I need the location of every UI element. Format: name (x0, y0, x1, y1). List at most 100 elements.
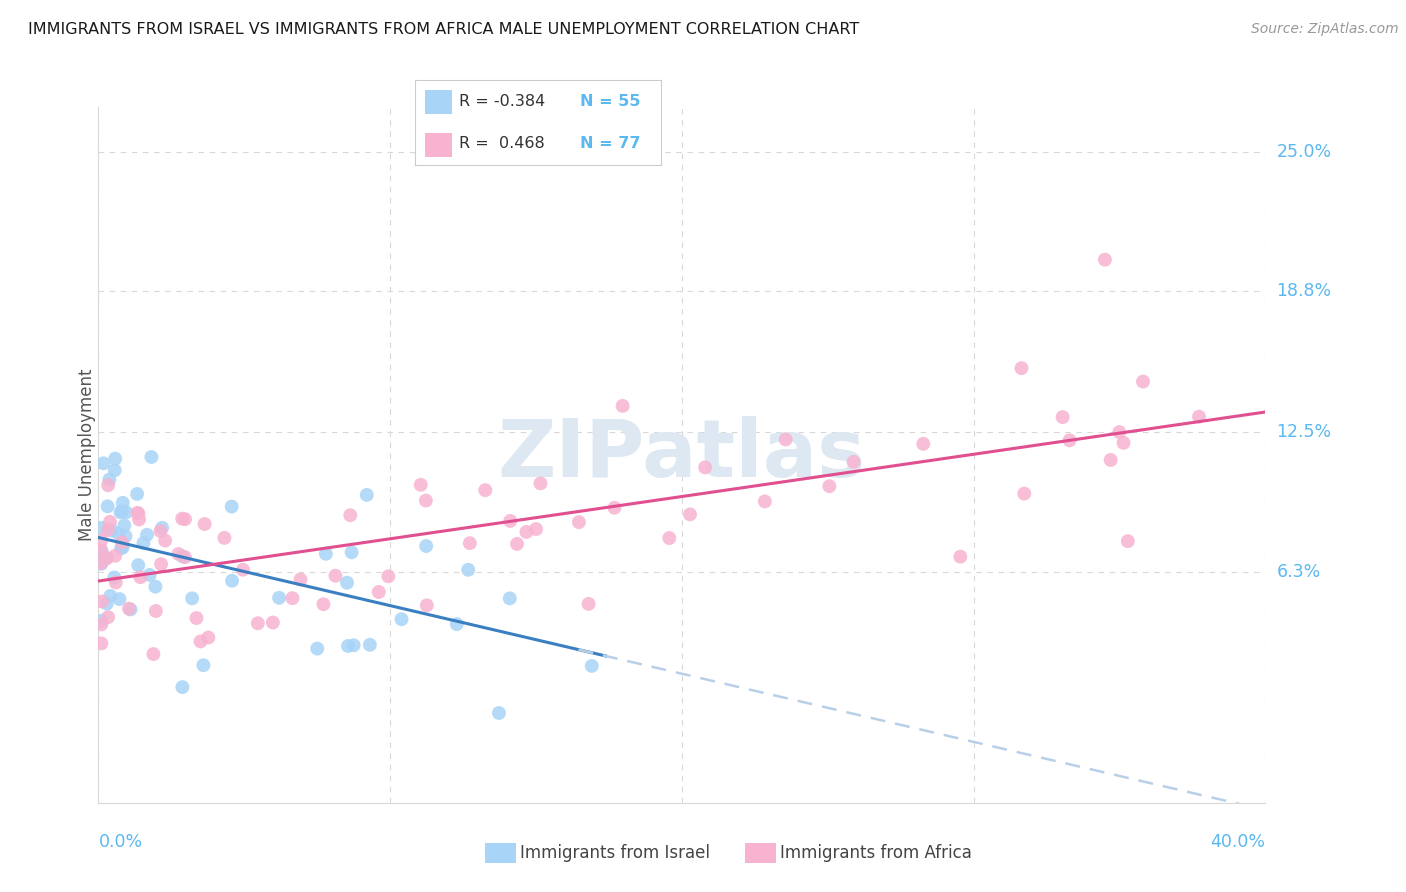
Point (446, 617, 468, 632)
Point (98, 473, 121, 487)
Point (409, 478, 432, 492)
Point (96, 551, 118, 566)
Point (194, 516, 217, 531)
Point (193, 658, 215, 673)
Point (221, 574, 243, 588)
Point (578, 597, 600, 611)
Point (1052, 410, 1074, 425)
Point (343, 638, 366, 652)
Point (1094, 252, 1116, 267)
Point (90, 557, 112, 571)
Point (377, 569, 399, 583)
Text: IMMIGRANTS FROM ISRAEL VS IMMIGRANTS FROM AFRICA MALE UNEMPLOYMENT CORRELATION C: IMMIGRANTS FROM ISRAEL VS IMMIGRANTS FRO… (28, 22, 859, 37)
Point (129, 570, 152, 584)
Point (775, 433, 797, 447)
Point (145, 604, 167, 618)
Point (97, 523, 120, 537)
Point (1108, 425, 1130, 439)
Point (499, 514, 522, 528)
Point (315, 547, 337, 561)
Point (90, 636, 112, 650)
Point (90, 617, 112, 632)
Point (457, 563, 479, 577)
Point (214, 531, 236, 545)
FancyBboxPatch shape (425, 90, 451, 114)
Text: R =  0.468: R = 0.468 (458, 136, 544, 151)
Point (612, 399, 634, 413)
Point (104, 575, 127, 590)
Point (172, 549, 194, 564)
Point (221, 500, 243, 514)
Point (339, 508, 361, 523)
Point (415, 493, 437, 508)
Text: Source: ZipAtlas.com: Source: ZipAtlas.com (1251, 22, 1399, 37)
Point (136, 528, 159, 542)
Point (112, 518, 135, 533)
Point (1059, 434, 1081, 448)
Point (499, 591, 522, 606)
Point (127, 487, 149, 501)
Point (356, 488, 378, 502)
Point (98, 515, 121, 529)
FancyBboxPatch shape (425, 133, 451, 157)
Point (1188, 409, 1211, 424)
Point (97, 500, 120, 514)
Text: Immigrants from Israel: Immigrants from Israel (520, 844, 710, 862)
Point (100, 524, 122, 538)
Point (111, 541, 134, 555)
Point (325, 568, 347, 582)
Point (340, 545, 363, 559)
Point (150, 521, 173, 535)
Point (232, 563, 254, 577)
Point (111, 535, 134, 549)
Text: 12.5%: 12.5% (1277, 424, 1331, 442)
Point (97, 610, 120, 624)
Text: R = -0.384: R = -0.384 (458, 94, 546, 109)
Point (104, 463, 127, 477)
Point (1112, 435, 1135, 450)
Point (103, 570, 125, 584)
Point (488, 706, 510, 720)
Point (138, 568, 160, 582)
Point (754, 494, 776, 508)
Point (174, 550, 197, 565)
Point (149, 524, 172, 538)
Point (524, 522, 547, 536)
Point (174, 512, 197, 526)
Point (842, 455, 865, 469)
Point (949, 549, 972, 564)
Point (114, 529, 136, 543)
Point (90, 521, 112, 535)
Point (128, 512, 150, 526)
Text: 40.0%: 40.0% (1211, 833, 1265, 851)
Point (127, 558, 149, 573)
Point (107, 526, 129, 541)
Point (474, 483, 496, 498)
Point (98, 589, 121, 603)
Point (415, 539, 437, 553)
Point (416, 599, 439, 613)
Point (269, 591, 291, 605)
Point (150, 557, 173, 571)
Point (111, 496, 134, 510)
Point (153, 533, 176, 548)
Point (110, 541, 132, 555)
Point (336, 575, 359, 590)
Point (262, 615, 284, 630)
Point (90, 594, 112, 608)
Text: N = 77: N = 77 (579, 136, 640, 151)
Point (90, 544, 112, 558)
Y-axis label: Male Unemployment: Male Unemployment (79, 368, 96, 541)
Point (90, 614, 112, 628)
Text: 18.8%: 18.8% (1277, 282, 1331, 300)
Point (281, 591, 304, 606)
Point (568, 515, 591, 529)
Text: Immigrants from Africa: Immigrants from Africa (780, 844, 972, 862)
Point (181, 591, 204, 606)
Point (359, 638, 381, 652)
Point (1011, 361, 1033, 376)
Point (1132, 375, 1154, 389)
Point (506, 537, 529, 551)
Point (367, 585, 389, 599)
Point (96, 551, 118, 566)
